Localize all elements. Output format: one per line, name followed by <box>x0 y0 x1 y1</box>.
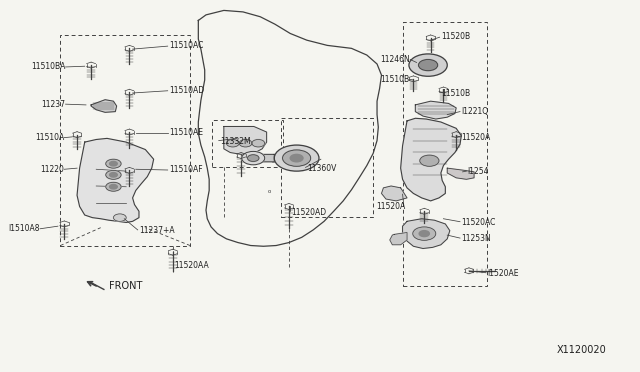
Text: o: o <box>268 189 271 194</box>
Text: 11510AE: 11510AE <box>169 128 203 137</box>
Text: 11520A: 11520A <box>376 202 405 211</box>
Bar <box>282 118 373 217</box>
Text: 11246N: 11246N <box>380 55 410 64</box>
Text: 11510AF: 11510AF <box>169 165 203 174</box>
Circle shape <box>419 231 429 237</box>
Polygon shape <box>381 186 407 201</box>
Polygon shape <box>403 219 450 248</box>
Text: 11510A: 11510A <box>35 133 64 142</box>
Bar <box>403 22 487 286</box>
Text: I1510A8: I1510A8 <box>8 224 40 233</box>
Text: 11510B: 11510B <box>441 89 470 97</box>
Text: 11510AD: 11510AD <box>169 86 204 94</box>
Circle shape <box>419 60 438 71</box>
Circle shape <box>109 173 117 177</box>
Text: 11360V: 11360V <box>307 164 336 173</box>
Bar <box>212 120 283 167</box>
Text: FRONT: FRONT <box>109 282 142 291</box>
Text: 11332M: 11332M <box>220 137 251 146</box>
Text: 11253N: 11253N <box>461 234 491 243</box>
Circle shape <box>106 182 121 191</box>
Text: 11510B: 11510B <box>380 76 409 84</box>
Circle shape <box>252 140 265 147</box>
Text: 11520B: 11520B <box>441 32 470 41</box>
Circle shape <box>413 227 436 240</box>
Text: 11520AA: 11520AA <box>174 262 209 270</box>
Text: 11520A: 11520A <box>461 133 490 142</box>
Polygon shape <box>253 154 275 162</box>
Circle shape <box>242 151 265 165</box>
Polygon shape <box>224 126 267 154</box>
Bar <box>60 35 190 246</box>
Circle shape <box>106 159 121 168</box>
Circle shape <box>109 185 117 189</box>
Text: 11520AD: 11520AD <box>291 208 326 217</box>
Circle shape <box>106 170 121 179</box>
Text: 11510BA: 11510BA <box>31 62 65 71</box>
Circle shape <box>290 154 303 162</box>
Circle shape <box>227 140 239 147</box>
Circle shape <box>275 145 319 171</box>
Circle shape <box>420 155 439 166</box>
Text: 11237: 11237 <box>42 100 65 109</box>
Circle shape <box>248 155 259 161</box>
Text: d: d <box>270 156 276 165</box>
Text: I1254: I1254 <box>468 167 489 176</box>
Text: 11237+A: 11237+A <box>139 226 175 235</box>
Polygon shape <box>447 168 474 179</box>
Text: I1221Q: I1221Q <box>461 107 488 116</box>
Text: 11520AC: 11520AC <box>461 218 495 227</box>
Polygon shape <box>415 101 456 119</box>
Circle shape <box>283 150 310 166</box>
Text: 11220: 11220 <box>40 165 64 174</box>
Circle shape <box>113 214 126 221</box>
Text: I1520AE: I1520AE <box>487 269 518 278</box>
Circle shape <box>109 161 117 166</box>
Circle shape <box>409 54 447 76</box>
Polygon shape <box>91 100 116 112</box>
Polygon shape <box>77 138 154 222</box>
Polygon shape <box>401 118 461 201</box>
Circle shape <box>239 140 252 147</box>
Text: 11510AC: 11510AC <box>169 41 204 50</box>
Text: X1120020: X1120020 <box>557 346 607 355</box>
Polygon shape <box>390 232 407 245</box>
